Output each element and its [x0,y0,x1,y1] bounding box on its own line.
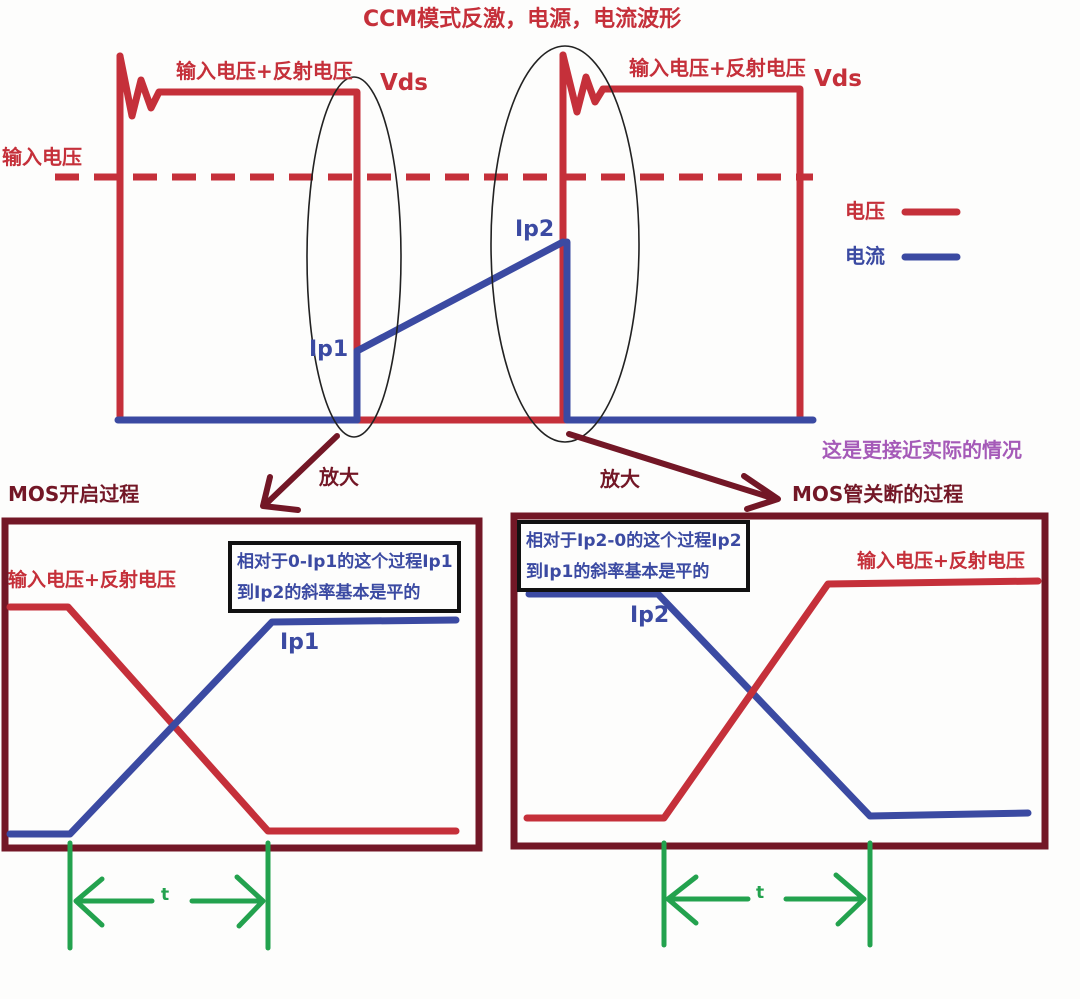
top-left-voltage-label: 输入电压+反射电压 [176,59,353,83]
right-panel-note-box: 相对于Ip2-0的这个过程Ip2 到Ip1的斜率基本是平的 [517,520,750,592]
vds-right-ring-flat-drop [559,51,804,424]
page-title: CCM模式反激，电源，电流波形 [363,7,682,32]
left-panel-voltage-label: 输入电压+反射电压 [8,569,176,591]
magnify-arrow-left-head [260,474,301,513]
right-panel-note-line1: 相对于Ip2-0的这个过程Ip2 [526,531,742,551]
right-panel-voltage-label: 输入电压+反射电压 [857,550,1025,572]
right-panel-note-line2: 到Ip1的斜率基本是平的 [526,562,710,582]
ip1-label-main: Ip1 [309,337,349,362]
left-panel-title: MOS开启过程 [8,482,140,506]
turn-off-ellipse [490,45,640,443]
vds-left-ring-flat-drop [116,52,361,424]
left-panel-t-arrow-right-head [234,874,266,929]
input-voltage-label: 输入电压 [2,145,82,169]
right-panel-voltage-wave [523,577,1042,822]
right-panel-t-arrow-right-head [833,872,867,927]
left-panel-voltage-wave [6,603,460,835]
magnify-arrow-right-head [741,473,781,512]
legend-current-label: 电流 [845,244,885,268]
top-right-voltage-label: 输入电压+反射电压 [629,56,806,80]
right-panel-t-label: t [756,883,765,903]
turn-on-ellipse [306,76,402,438]
magnify-arrow-right [566,431,775,501]
left-panel-current-wave [6,616,460,838]
left-panel-t-label: t [161,885,170,905]
current-ramp-ip1-ip2 [353,238,567,355]
magnify-label-left: 放大 [319,465,359,489]
legend-voltage-label: 电压 [845,199,885,223]
left-panel-note-line2: 到Ip2的斜率基本是平的 [237,583,421,603]
left-panel-note-box: 相对于0-Ip1的这个过程Ip1 到Ip2的斜率基本是平的 [228,541,461,613]
right-panel-ip2-label: Ip2 [630,603,670,628]
reality-note: 这是更接近实际的情况 [822,438,1022,462]
left-panel-note-line1: 相对于0-Ip1的这个过程Ip1 [237,552,453,572]
ip2-label-main: Ip2 [515,217,555,242]
right-panel-title: MOS管关断的过程 [792,482,964,506]
left-panel-border [1,517,483,852]
magnify-label-right: 放大 [600,467,640,491]
right-panel-border [510,512,1049,850]
right-panel-t-arrow-left-head [665,874,699,926]
right-panel-current-wave [525,590,1032,820]
magnify-arrow-left [264,433,340,506]
vds-label-left: Vds [380,70,428,96]
vds-label-right: Vds [814,66,862,92]
left-panel-t-arrow-left-head [73,876,105,928]
left-panel-ip1-label: Ip1 [280,630,320,655]
